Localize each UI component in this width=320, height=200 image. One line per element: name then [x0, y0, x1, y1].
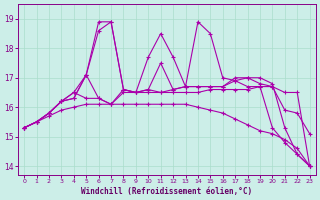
X-axis label: Windchill (Refroidissement éolien,°C): Windchill (Refroidissement éolien,°C)	[81, 187, 252, 196]
